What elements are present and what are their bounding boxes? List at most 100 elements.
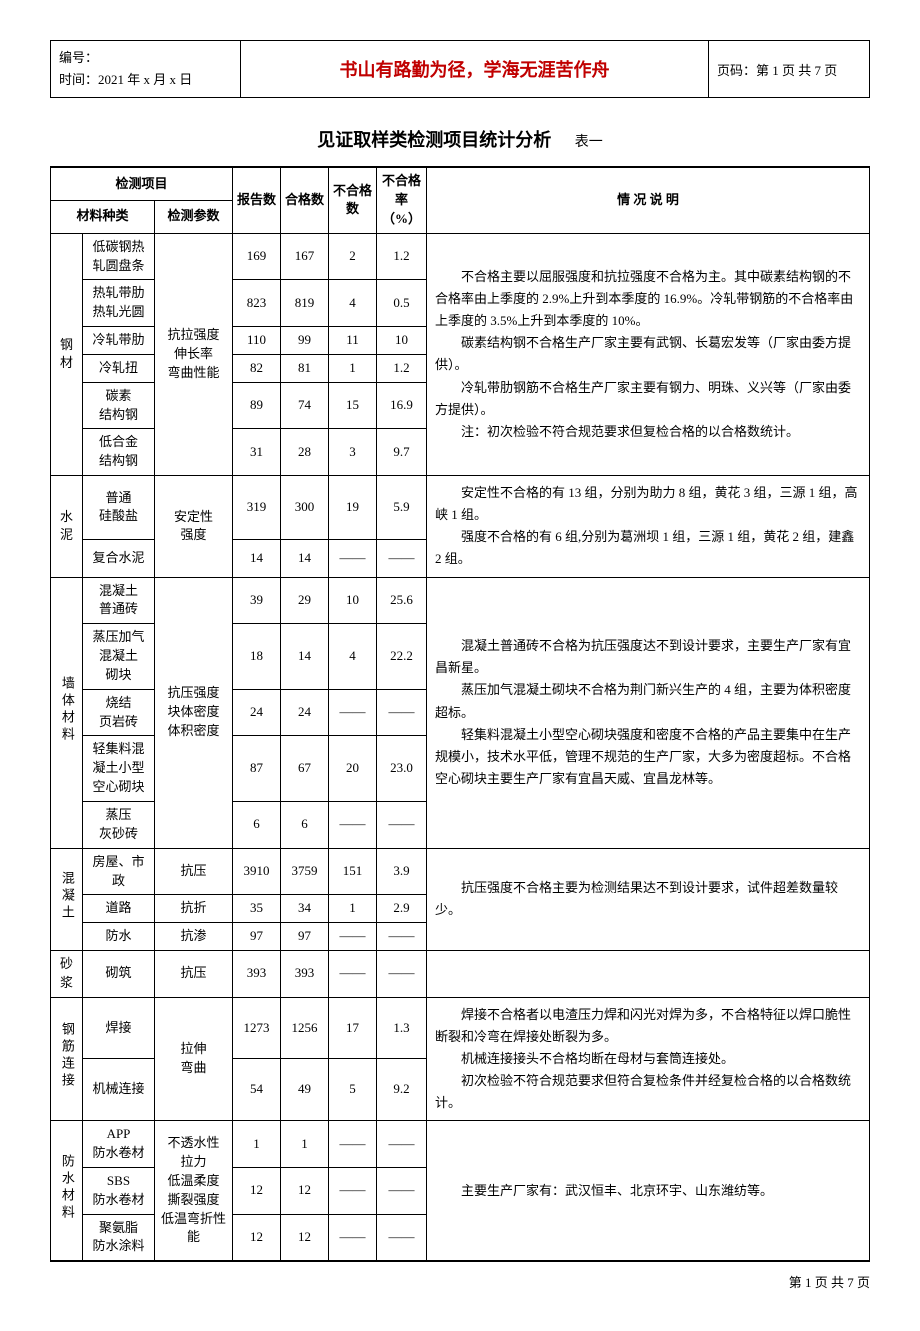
fail-cell: —— [329,923,377,951]
desc-cell: 安定性不合格的有 13 组，分别为助力 8 组，黄花 3 组，三源 1 组，高峡… [427,476,870,577]
fail-cell: —— [329,801,377,848]
fail-cell: 19 [329,476,377,540]
footer: 第 1 页 共 7 页 [50,1272,870,1291]
fail-cell: —— [329,1121,377,1168]
report-cell: 39 [233,577,281,624]
th-param: 检测参数 [155,200,233,233]
material-cell: 防水 [83,923,155,951]
report-cell: 823 [233,280,281,327]
rate-cell: 5.9 [377,476,427,540]
category-cell: 墙体材料 [51,577,83,848]
pass-cell: 97 [281,923,329,951]
category-cell: 混凝土 [51,848,83,950]
title-sub: 表一 [575,135,603,150]
pass-cell: 14 [281,624,329,690]
table-row: 防水材料APP防水卷材不透水性拉力低温柔度撕裂强度低温弯折性能11————主要生… [51,1121,870,1168]
pass-cell: 81 [281,354,329,382]
report-cell: 1273 [233,997,281,1059]
material-cell: 普通硅酸盐 [83,476,155,540]
fail-cell: —— [329,951,377,998]
desc-cell: 不合格主要以屈服强度和抗拉强度不合格为主。其中碳素结构钢的不合格率由上季度的 2… [427,233,870,475]
desc-cell: 混凝土普通砖不合格为抗压强度达不到设计要求，主要生产厂家有宜昌新星。蒸压加气混凝… [427,577,870,848]
material-cell: 碳素结构钢 [83,382,155,429]
pass-cell: 74 [281,382,329,429]
rate-cell: —— [377,1121,427,1168]
material-cell: 热轧带肋热轧光圆 [83,280,155,327]
rate-cell: 10 [377,327,427,355]
th-pass: 合格数 [281,167,329,233]
pass-cell: 29 [281,577,329,624]
table-row: 墙体材料混凝土普通砖抗压强度块体密度体积密度39291025.6混凝土普通砖不合… [51,577,870,624]
table-row: 混凝土房屋、市政抗压391037591513.9抗压强度不合格主要为检测结果达不… [51,848,870,895]
report-cell: 12 [233,1167,281,1214]
fail-cell: —— [329,689,377,736]
param-cell: 抗压 [155,951,233,998]
rate-cell: 25.6 [377,577,427,624]
material-cell: 蒸压灰砂砖 [83,801,155,848]
material-cell: APP防水卷材 [83,1121,155,1168]
report-cell: 97 [233,923,281,951]
rate-cell: —— [377,689,427,736]
report-cell: 14 [233,539,281,577]
category-cell: 钢材 [51,233,83,475]
param-cell: 不透水性拉力低温柔度撕裂强度低温弯折性能 [155,1121,233,1262]
category-cell: 砂浆 [51,951,83,998]
th-rate: 不合格率（%） [377,167,427,233]
pass-cell: 99 [281,327,329,355]
th-material: 材料种类 [51,200,155,233]
pass-cell: 1256 [281,997,329,1059]
doc-date: 时间：2021 年 x 月 x 日 [59,69,232,91]
report-cell: 12 [233,1214,281,1261]
report-cell: 6 [233,801,281,848]
material-cell: 冷轧带肋 [83,327,155,355]
report-cell: 3910 [233,848,281,895]
material-cell: 机械连接 [83,1059,155,1121]
pass-cell: 1 [281,1121,329,1168]
fail-cell: 1 [329,895,377,923]
header-page: 页码：第 1 页 共 7 页 [709,41,869,97]
rate-cell: 3.9 [377,848,427,895]
param-cell: 抗压强度块体密度体积密度 [155,577,233,848]
rate-cell: 1.2 [377,354,427,382]
rate-cell: —— [377,1214,427,1261]
table-row: 钢筋连接焊接拉伸弯曲12731256171.3焊接不合格者以电渣压力焊和闪光对焊… [51,997,870,1059]
param-cell: 抗渗 [155,923,233,951]
material-cell: 低合金结构钢 [83,429,155,476]
table-head: 检测项目 报告数 合格数 不合格数 不合格率（%） 情 况 说 明 材料种类 检… [51,167,870,233]
fail-cell: 5 [329,1059,377,1121]
table-row: 水泥普通硅酸盐安定性强度319300195.9安定性不合格的有 13 组，分别为… [51,476,870,540]
header-left: 编号： 时间：2021 年 x 月 x 日 [51,41,241,97]
header-motto: 书山有路勤为径，学海无涯苦作舟 [241,41,709,97]
report-cell: 169 [233,233,281,280]
th-report: 报告数 [233,167,281,233]
th-fail: 不合格数 [329,167,377,233]
fail-cell: 15 [329,382,377,429]
fail-cell: —— [329,539,377,577]
material-cell: 蒸压加气混凝土砌块 [83,624,155,690]
fail-cell: 10 [329,577,377,624]
pass-cell: 6 [281,801,329,848]
rate-cell: 1.3 [377,997,427,1059]
fail-cell: 4 [329,624,377,690]
pass-cell: 393 [281,951,329,998]
material-cell: 房屋、市政 [83,848,155,895]
material-cell: 焊接 [83,997,155,1059]
desc-cell: 焊接不合格者以电渣压力焊和闪光对焊为多，不合格特征以焊口脆性断裂和冷弯在焊接处断… [427,997,870,1120]
pass-cell: 12 [281,1167,329,1214]
pass-cell: 167 [281,233,329,280]
report-cell: 319 [233,476,281,540]
pass-cell: 819 [281,280,329,327]
report-cell: 24 [233,689,281,736]
fail-cell: 151 [329,848,377,895]
desc-cell [427,951,870,998]
category-cell: 钢筋连接 [51,997,83,1120]
report-cell: 1 [233,1121,281,1168]
report-cell: 54 [233,1059,281,1121]
report-cell: 18 [233,624,281,690]
fail-cell: 3 [329,429,377,476]
material-cell: 道路 [83,895,155,923]
rate-cell: —— [377,1167,427,1214]
rate-cell: 1.2 [377,233,427,280]
material-cell: 轻集料混凝土小型空心砌块 [83,736,155,802]
pass-cell: 67 [281,736,329,802]
